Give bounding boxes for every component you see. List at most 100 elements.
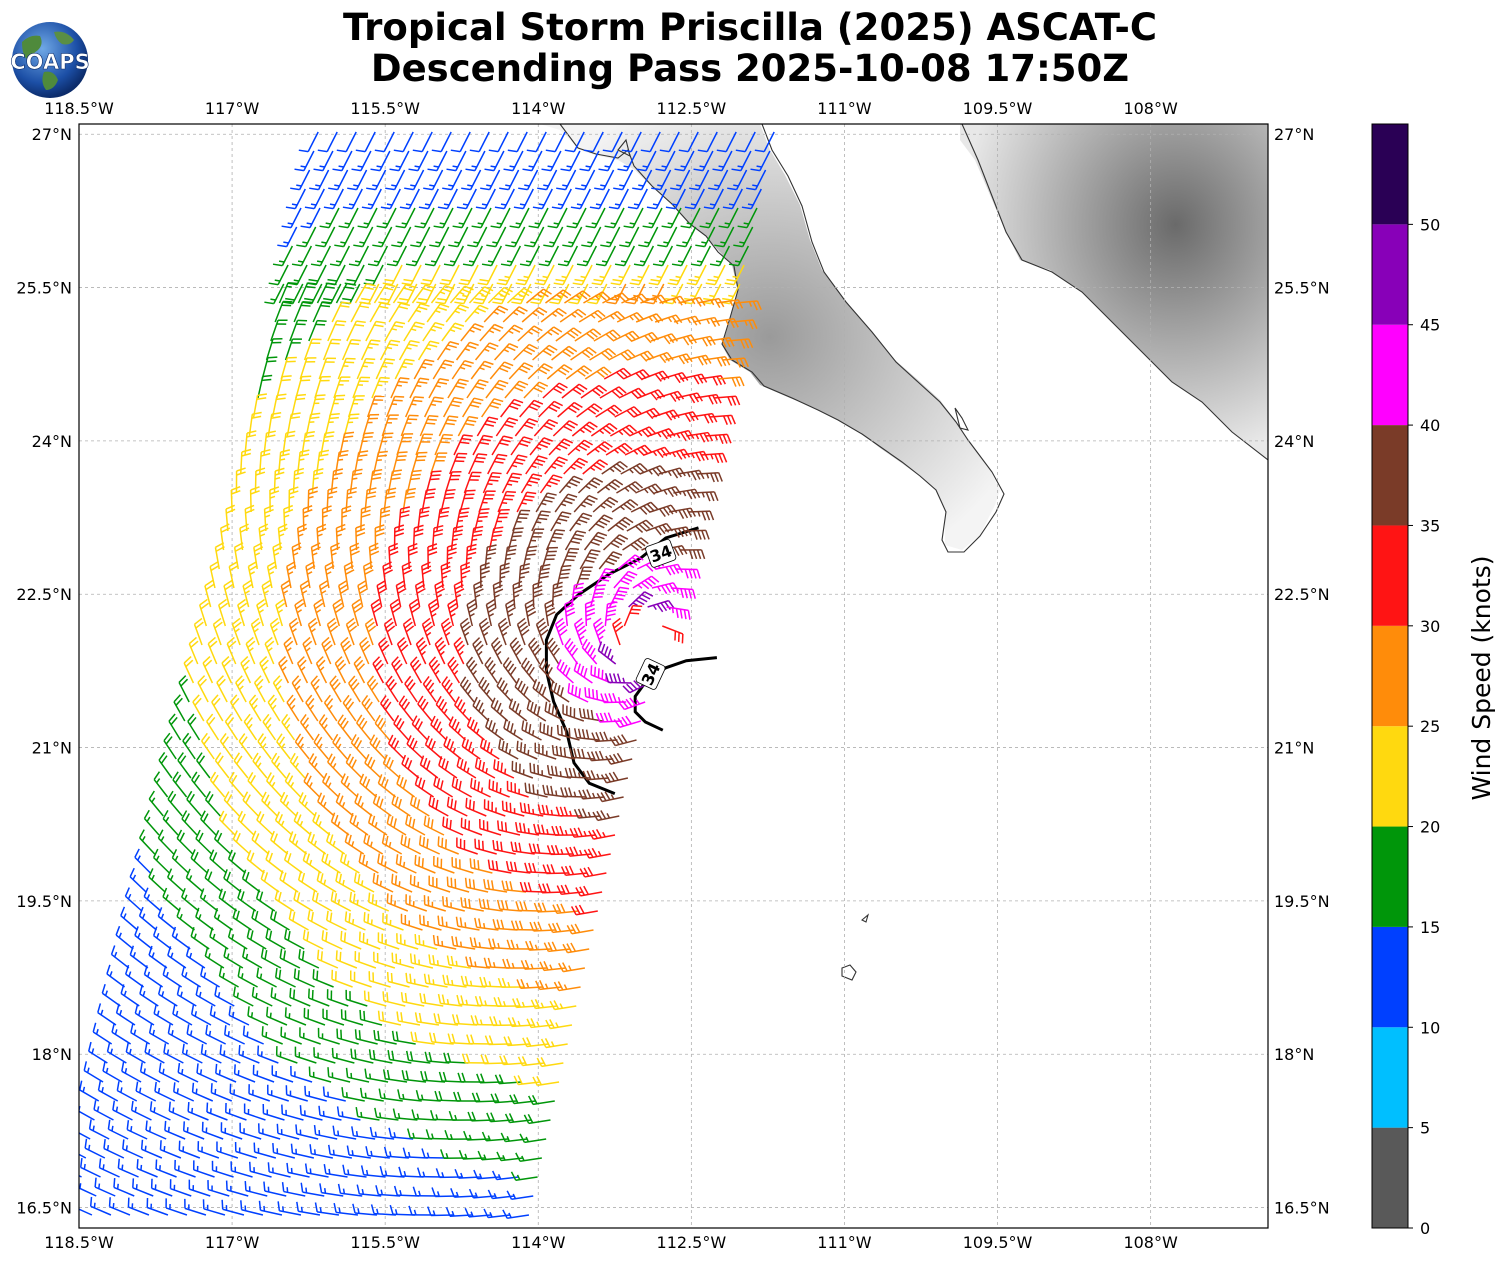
barb-feather	[297, 523, 307, 529]
barb-feather	[427, 168, 438, 172]
barb-feather	[573, 463, 583, 469]
barb-half-feather	[335, 260, 342, 263]
barb-feather	[586, 556, 597, 560]
wind-barb	[466, 379, 489, 399]
barb-half-feather	[310, 203, 317, 206]
wind-barb	[404, 169, 425, 191]
barb-feather	[424, 496, 435, 499]
wind-barb	[598, 150, 619, 172]
barb-feather	[370, 168, 381, 172]
barb-half-feather	[691, 453, 695, 459]
wind-barb	[559, 308, 587, 323]
wind-barb	[369, 302, 391, 323]
barb-half-feather	[500, 203, 507, 206]
barb-feather	[558, 456, 568, 462]
barb-feather	[319, 579, 329, 587]
barb-feather	[469, 404, 480, 408]
barb-feather	[523, 498, 533, 502]
wind-barb	[368, 542, 380, 570]
barb-feather	[712, 394, 718, 405]
barb-feather	[568, 301, 578, 305]
wind-barb	[272, 245, 294, 267]
barb-feather	[678, 355, 685, 365]
barb-feather	[392, 469, 402, 473]
barb-feather	[338, 579, 348, 587]
barb-feather	[215, 546, 225, 552]
wind-barb	[258, 523, 269, 551]
barb-feather	[718, 453, 724, 463]
barb-feather	[567, 407, 577, 414]
barb-half-feather	[690, 203, 697, 206]
barb-feather	[323, 206, 334, 210]
barb-feather	[269, 486, 280, 491]
wind-barb	[571, 421, 598, 437]
barb-feather	[452, 533, 463, 537]
barb-feather	[532, 473, 543, 477]
barb-feather	[481, 289, 491, 295]
wind-barb	[572, 264, 593, 286]
barb-feather	[374, 149, 385, 153]
wind-barb	[728, 245, 750, 267]
wind-barb	[334, 226, 355, 248]
barb-feather	[401, 282, 412, 286]
barb-feather	[632, 604, 643, 608]
barb-feather	[601, 291, 611, 299]
barb-half-feather	[283, 241, 289, 244]
wind-barb	[291, 245, 313, 267]
wind-barb	[486, 226, 507, 248]
barb-half-feather	[509, 165, 515, 168]
barb-feather	[619, 534, 629, 540]
barb-feather	[636, 168, 647, 172]
wind-barb	[330, 542, 341, 570]
wind-barb	[414, 580, 426, 608]
barb-half-feather	[293, 279, 300, 282]
wind-barb	[266, 561, 278, 589]
barb-feather	[459, 507, 470, 511]
wind-barb	[538, 245, 560, 267]
barb-half-feather	[430, 403, 437, 406]
barb-feather	[245, 508, 255, 514]
barb-feather	[376, 225, 387, 229]
barb-feather	[486, 345, 497, 351]
barb-half-feather	[639, 260, 646, 263]
barb-feather	[543, 723, 546, 734]
wind-barb	[518, 169, 539, 191]
barb-feather	[339, 449, 349, 454]
barb-feather	[519, 263, 530, 267]
wind-barb	[481, 245, 503, 267]
wind-barb	[641, 370, 670, 382]
barb-feather	[405, 283, 415, 288]
barb-feather	[671, 333, 679, 342]
wind-barb	[626, 519, 654, 534]
wind-barb	[335, 523, 346, 551]
wind-barb	[425, 470, 442, 494]
barb-feather	[463, 434, 473, 437]
wind-barb	[678, 131, 699, 153]
barb-feather	[332, 168, 343, 172]
wind-barb	[318, 579, 329, 608]
barb-feather	[506, 345, 516, 352]
wind-barb	[690, 412, 718, 424]
barb-feather	[503, 168, 514, 172]
barb-feather	[472, 533, 483, 537]
barb-feather	[641, 429, 650, 438]
wind-barb	[646, 188, 667, 210]
barb-half-feather	[697, 511, 701, 517]
wind-barb	[396, 433, 414, 456]
barb-half-feather	[307, 571, 313, 575]
barb-feather	[538, 381, 549, 387]
barb-feather	[683, 448, 691, 458]
barb-feather	[584, 349, 594, 357]
barb-half-feather	[720, 241, 726, 244]
barb-half-feather	[556, 294, 562, 299]
barb-feather	[657, 244, 667, 248]
barb-feather	[225, 504, 236, 510]
barb-feather	[439, 282, 450, 286]
barb-feather	[570, 540, 580, 544]
barb-feather	[486, 419, 497, 424]
barb-feather	[563, 364, 573, 371]
barb-feather	[317, 527, 327, 533]
barb-feather	[289, 490, 299, 495]
barb-half-feather	[376, 165, 382, 168]
barb-half-feather	[346, 496, 353, 499]
